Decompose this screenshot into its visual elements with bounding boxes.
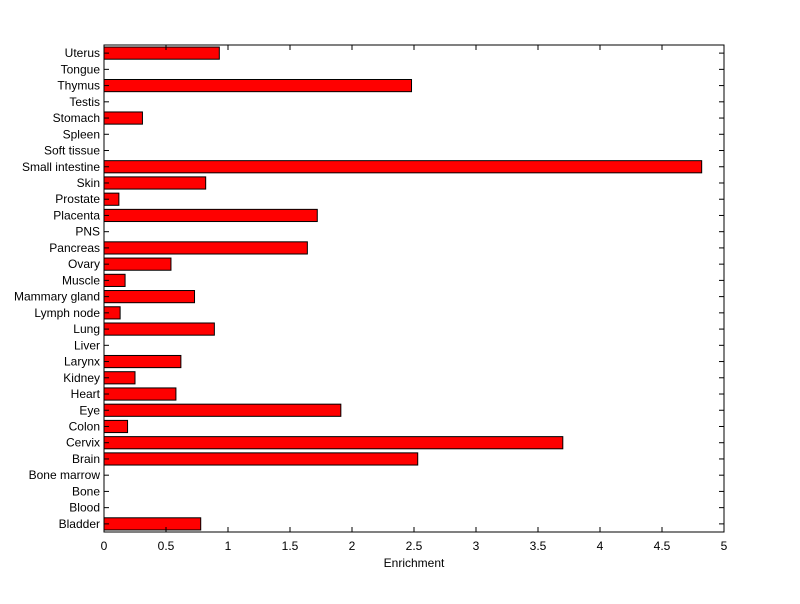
y-tick-label: Testis: [69, 95, 100, 109]
y-tick-label: Lymph node: [34, 306, 100, 320]
x-tick-label: 4: [597, 539, 604, 553]
y-tick-label: Spleen: [63, 127, 100, 141]
y-tick-label: Colon: [69, 419, 100, 433]
bar: [103, 176, 207, 190]
x-tick-label: 1: [225, 539, 232, 553]
y-tick-label: Skin: [77, 176, 100, 190]
x-axis-label: Enrichment: [384, 556, 445, 570]
y-tick-label: Bladder: [59, 517, 100, 531]
y-tick-label: Tongue: [61, 62, 101, 76]
x-tick-label: 2: [349, 539, 356, 553]
y-tick-label: Small intestine: [22, 160, 100, 174]
y-tick-label: Stomach: [53, 111, 100, 125]
y-tick-label: Mammary gland: [14, 290, 100, 304]
y-tick-label: Thymus: [57, 79, 100, 93]
bars-layer: [103, 46, 703, 531]
bar: [103, 387, 177, 401]
y-tick-label: Bone marrow: [29, 468, 101, 482]
bar: [103, 322, 215, 336]
ticks-layer: [103, 45, 725, 532]
bar: [103, 241, 308, 255]
bar: [103, 160, 703, 174]
x-tick-label: 3.5: [530, 539, 547, 553]
y-tick-label: Blood: [69, 501, 100, 515]
x-tick-label: 2.5: [406, 539, 423, 553]
x-tick-label: 5: [721, 539, 728, 553]
bar: [103, 436, 564, 450]
y-tick-label: Muscle: [62, 273, 100, 287]
bar: [103, 517, 202, 531]
bar: [103, 403, 342, 417]
x-tick-label: 4.5: [654, 539, 671, 553]
y-tick-label: Eye: [79, 403, 100, 417]
bar: [103, 78, 413, 93]
x-tick-label: 3: [473, 539, 480, 553]
y-tick-label: Uterus: [65, 46, 100, 60]
y-tick-label: Bone: [72, 484, 100, 498]
bar: [103, 257, 172, 271]
y-tick-label: Kidney: [63, 371, 100, 385]
y-tick-label: Prostate: [55, 192, 100, 206]
bar: [103, 452, 419, 466]
bar: [103, 46, 220, 60]
y-tick-label: Heart: [71, 387, 101, 401]
bar: [103, 290, 196, 304]
labels-layer: Bladder Blood Bone Bone marrow Brain Cervix Co…: [14, 46, 728, 553]
plot-frame: [103, 44, 725, 533]
bar: [103, 354, 182, 369]
y-tick-label: Soft tissue: [44, 144, 100, 158]
y-tick-label: PNS: [75, 225, 100, 239]
bar: [103, 111, 143, 125]
bar: [103, 208, 318, 223]
y-tick-label: Cervix: [66, 436, 100, 450]
y-tick-label: Pancreas: [49, 241, 100, 255]
x-tick-label: 0: [101, 539, 108, 553]
y-tick-label: Ovary: [68, 257, 100, 271]
y-tick-label: Larynx: [64, 355, 100, 369]
y-tick-label: Placenta: [53, 208, 100, 222]
y-tick-label: Liver: [74, 338, 100, 352]
x-tick-label: 1.5: [282, 539, 299, 553]
y-tick-label: Lung: [73, 322, 100, 336]
y-tick-label: Brain: [72, 452, 100, 466]
x-tick-label: 0.5: [158, 539, 175, 553]
